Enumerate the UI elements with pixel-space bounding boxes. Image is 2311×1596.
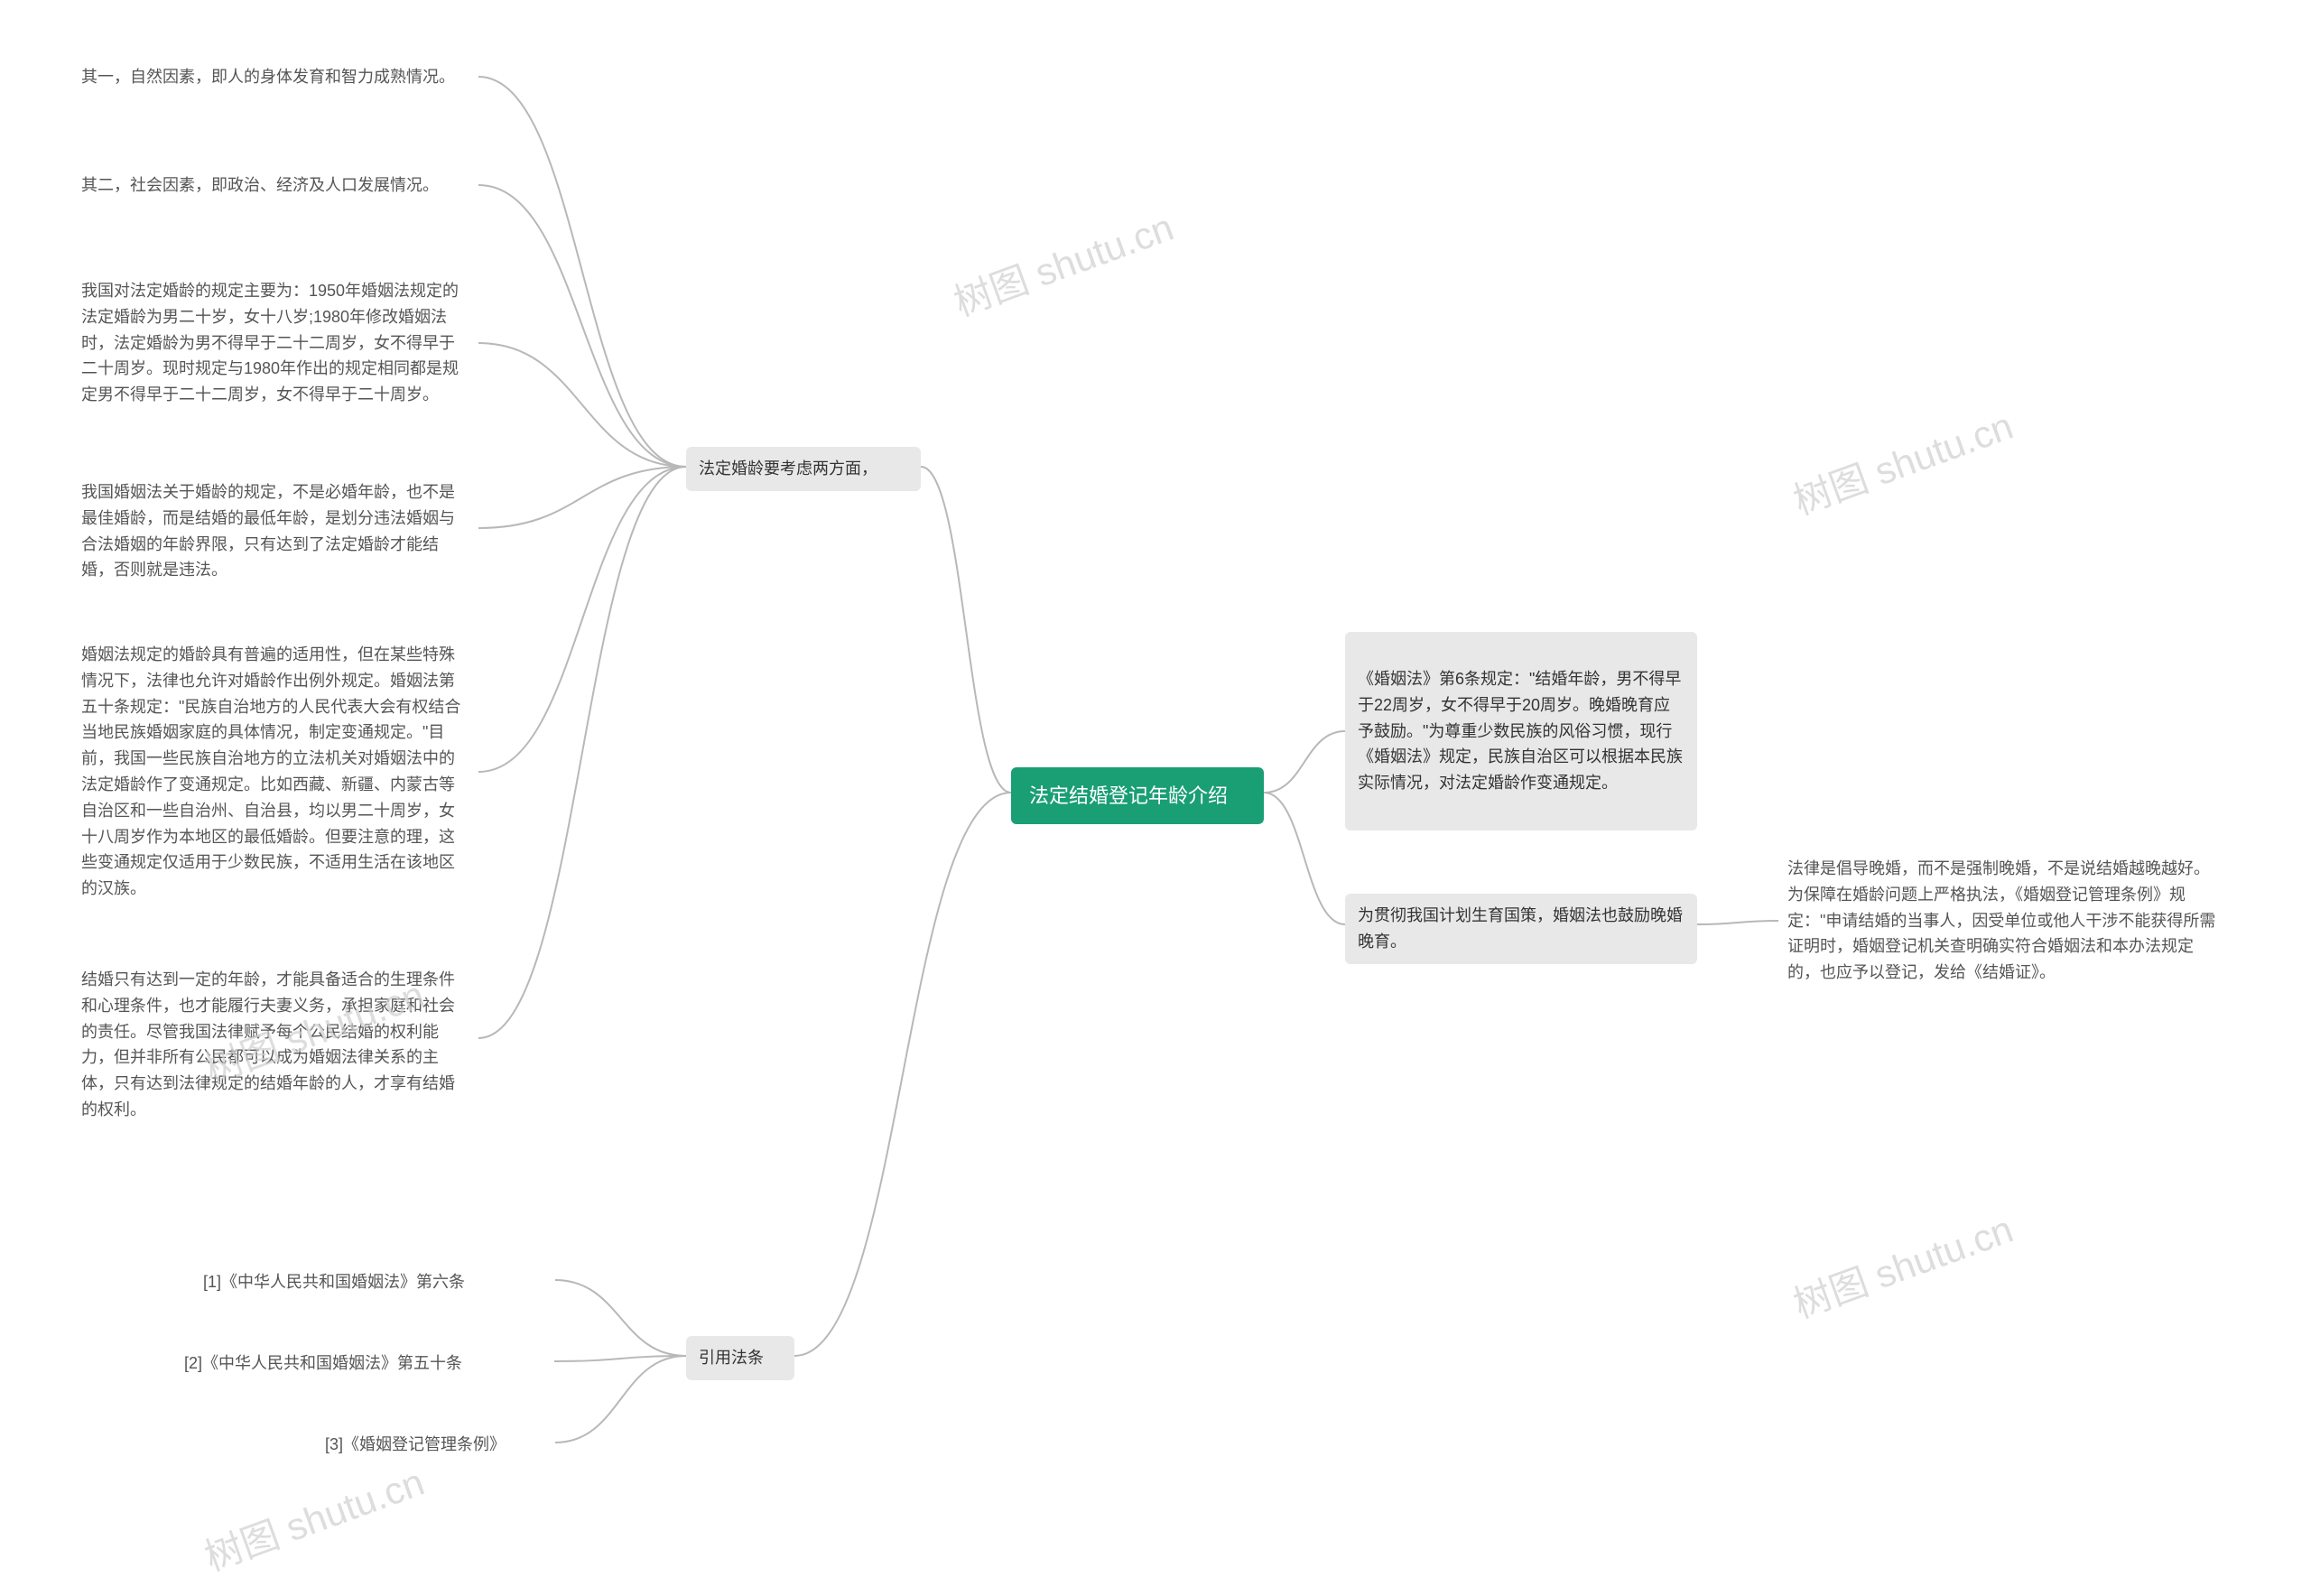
watermark: 树图 shutu.cn (1785, 1199, 2019, 1329)
leaf-l1-2: 其二，社会因素，即政治、经济及人口发展情况。 (72, 158, 478, 212)
watermark: 树图 shutu.cn (945, 197, 1180, 327)
branch-right-1[interactable]: 《婚姻法》第6条规定："结婚年龄，男不得早于22周岁，女不得早于20周岁。晚婚晚… (1345, 632, 1697, 830)
root-node[interactable]: 法定结婚登记年龄介绍 (1011, 767, 1264, 824)
branch-left-1[interactable]: 法定婚龄要考虑两方面， (686, 447, 921, 491)
leaf-l1-3: 我国对法定婚龄的规定主要为：1950年婚姻法规定的法定婚龄为男二十岁，女十八岁;… (72, 266, 478, 420)
watermark: 树图 shutu.cn (196, 1452, 431, 1582)
leaf-l2-3: [3]《婚姻登记管理条例》 (316, 1426, 555, 1463)
leaf-l2-1: [1]《中华人民共和国婚姻法》第六条 (194, 1264, 555, 1301)
leaf-l1-6: 结婚只有达到一定的年龄，才能具备适合的生理条件和心理条件，也才能履行夫妻义务，承… (72, 961, 478, 1128)
branch-right-2[interactable]: 为贯彻我国计划生育国策，婚姻法也鼓励晚婚晚育。 (1345, 894, 1697, 964)
leaf-l2-2: [2]《中华人民共和国婚姻法》第五十条 (175, 1345, 554, 1382)
leaf-l1-5: 婚姻法规定的婚龄具有普遍的适用性，但在某些特殊情况下，法律也允许对婚龄作出例外规… (72, 636, 478, 907)
leaf-r2-1: 法律是倡导晚婚，而不是强制晚婚，不是说结婚越晚越好。为保障在婚龄问题上严格执法，… (1778, 844, 2230, 998)
watermark: 树图 shutu.cn (1785, 395, 2019, 525)
branch-left-2[interactable]: 引用法条 (686, 1336, 794, 1380)
leaf-l1-4: 我国婚姻法关于婚龄的规定，不是必婚年龄，也不是最佳婚龄，而是结婚的最低年龄，是划… (72, 474, 478, 589)
leaf-l1-1: 其一，自然因素，即人的身体发育和智力成熟情况。 (72, 50, 478, 104)
